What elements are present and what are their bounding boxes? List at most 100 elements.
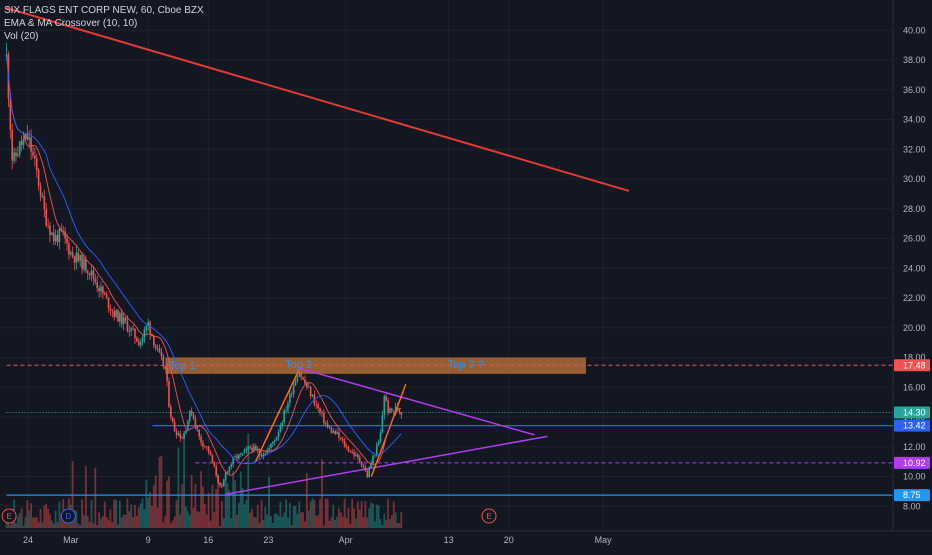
- price-label-badge[interactable]: [894, 456, 930, 469]
- candle-body: [24, 134, 27, 140]
- candle-body: [285, 410, 287, 412]
- candle-body: [336, 432, 338, 435]
- candle-body: [45, 209, 48, 226]
- price-label-badge[interactable]: [894, 489, 930, 502]
- time-tick-label: Apr: [339, 535, 353, 545]
- candle-body: [18, 141, 21, 155]
- candle-body: [232, 457, 234, 465]
- candle-body: [309, 387, 312, 397]
- candle-body: [391, 408, 393, 411]
- candle-body: [364, 467, 367, 472]
- candle-body: [326, 423, 329, 427]
- candle-body: [358, 457, 361, 462]
- candle-body: [181, 438, 183, 439]
- price-label-badge[interactable]: [894, 419, 930, 432]
- candle-body: [307, 387, 310, 388]
- volume-bar: [336, 516, 338, 528]
- symbol-title[interactable]: SIX FLAGS ENT CORP NEW, 60, Cboe BZX: [4, 5, 204, 16]
- price-label-badge[interactable]: [894, 359, 930, 372]
- candle-body: [141, 336, 144, 342]
- candle-body: [317, 404, 319, 409]
- candle-body: [222, 479, 225, 487]
- volume-label[interactable]: Vol (20): [4, 31, 39, 42]
- annotation-label[interactable]: Top 3 ?: [448, 359, 484, 371]
- candle-body: [323, 412, 325, 423]
- volume-bar: [160, 456, 163, 528]
- candle-body: [170, 406, 172, 418]
- candle-body: [28, 137, 31, 140]
- volume-bar: [390, 515, 393, 528]
- volume-bar: [279, 501, 282, 528]
- event-marker[interactable]: [1, 508, 17, 524]
- candle-body: [287, 403, 289, 411]
- volume-bar: [113, 499, 116, 528]
- annotation-label[interactable]: Top 1: [169, 360, 196, 372]
- candle-body: [330, 428, 333, 433]
- candle-body: [128, 331, 131, 333]
- candle-body: [68, 243, 70, 255]
- volume-bar: [84, 466, 87, 528]
- horizontal-lines: [6, 364, 893, 496]
- volume-bar: [347, 507, 350, 528]
- candle-body: [183, 432, 185, 439]
- candle-body: [292, 385, 295, 395]
- volume-bar: [355, 518, 357, 528]
- volume-bar: [334, 519, 337, 528]
- volume-bar: [128, 511, 131, 528]
- candle-body: [158, 348, 161, 353]
- candle-body: [143, 329, 146, 337]
- volume-bar: [203, 503, 206, 528]
- candle-body: [137, 341, 140, 346]
- long-downtrend-trendline[interactable]: [6, 7, 630, 192]
- volume-bar: [177, 447, 180, 528]
- candle-body: [381, 414, 384, 433]
- volume-bar: [256, 504, 259, 528]
- candle-body: [66, 238, 68, 244]
- volume-bar: [52, 523, 55, 528]
- volume-bar: [77, 523, 80, 528]
- volume-bar: [45, 503, 48, 528]
- rally-1-trendline[interactable]: [254, 370, 300, 462]
- volume-bar: [164, 516, 167, 528]
- triangle-upper-trendline[interactable]: [298, 367, 535, 436]
- triangle-lower-trendline[interactable]: [225, 435, 548, 496]
- volume-bar: [117, 524, 119, 528]
- candle-body: [90, 270, 93, 276]
- candle-body: [366, 471, 369, 478]
- volume-bar: [313, 500, 316, 528]
- candle-body: [98, 288, 100, 292]
- indicator-label[interactable]: EMA & MA Crossover (10, 10): [4, 18, 138, 29]
- volume-bar: [315, 515, 318, 528]
- price-tick-label: 26.00: [903, 234, 926, 244]
- volume-bar: [270, 516, 272, 528]
- volume-bar: [379, 518, 382, 528]
- candle-body: [171, 417, 174, 422]
- event-marker[interactable]: [481, 508, 497, 524]
- candle-body: [9, 98, 12, 130]
- volume-bar: [145, 479, 148, 528]
- candle-body: [69, 252, 72, 255]
- volume-bar: [375, 504, 378, 528]
- candle-body: [343, 440, 346, 447]
- volume-bar: [309, 501, 312, 528]
- volume-bar: [105, 517, 108, 528]
- candle-body: [175, 431, 178, 436]
- volume-bar: [166, 480, 168, 528]
- annotation-label[interactable]: Top 2: [285, 359, 312, 371]
- candle-body: [268, 448, 270, 451]
- volume-bar: [330, 516, 333, 528]
- volume-bar: [194, 483, 197, 528]
- price-label-badge[interactable]: [894, 406, 930, 419]
- volume-bar: [392, 501, 395, 528]
- volume-bar: [364, 501, 367, 528]
- resistance-zone[interactable]: [165, 357, 587, 374]
- volume-bar: [351, 498, 354, 528]
- volume-bar: [213, 512, 216, 528]
- volume-bar: [101, 516, 104, 528]
- event-marker[interactable]: [60, 508, 76, 524]
- volume-bar: [239, 471, 242, 528]
- volume-bar: [215, 489, 218, 528]
- candle-body: [281, 422, 284, 426]
